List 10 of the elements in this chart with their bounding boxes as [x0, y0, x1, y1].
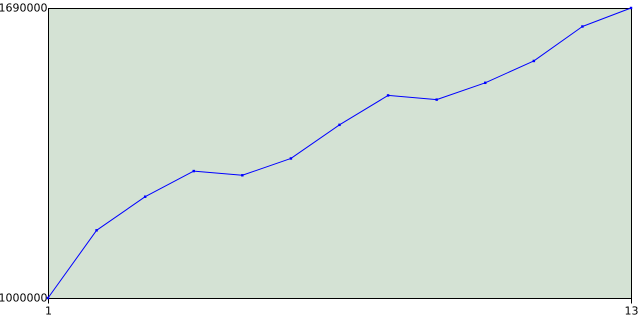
x-tick-label: 13 — [624, 304, 638, 318]
x-tick-label: 1 — [45, 304, 52, 318]
point — [435, 98, 438, 101]
y-tick-label: 1690000 — [0, 2, 48, 14]
y-tick-label: 1000000 — [0, 292, 48, 304]
point — [532, 60, 536, 62]
point — [95, 229, 98, 232]
point — [386, 94, 390, 97]
line-series — [46, 6, 632, 300]
point — [290, 157, 292, 160]
